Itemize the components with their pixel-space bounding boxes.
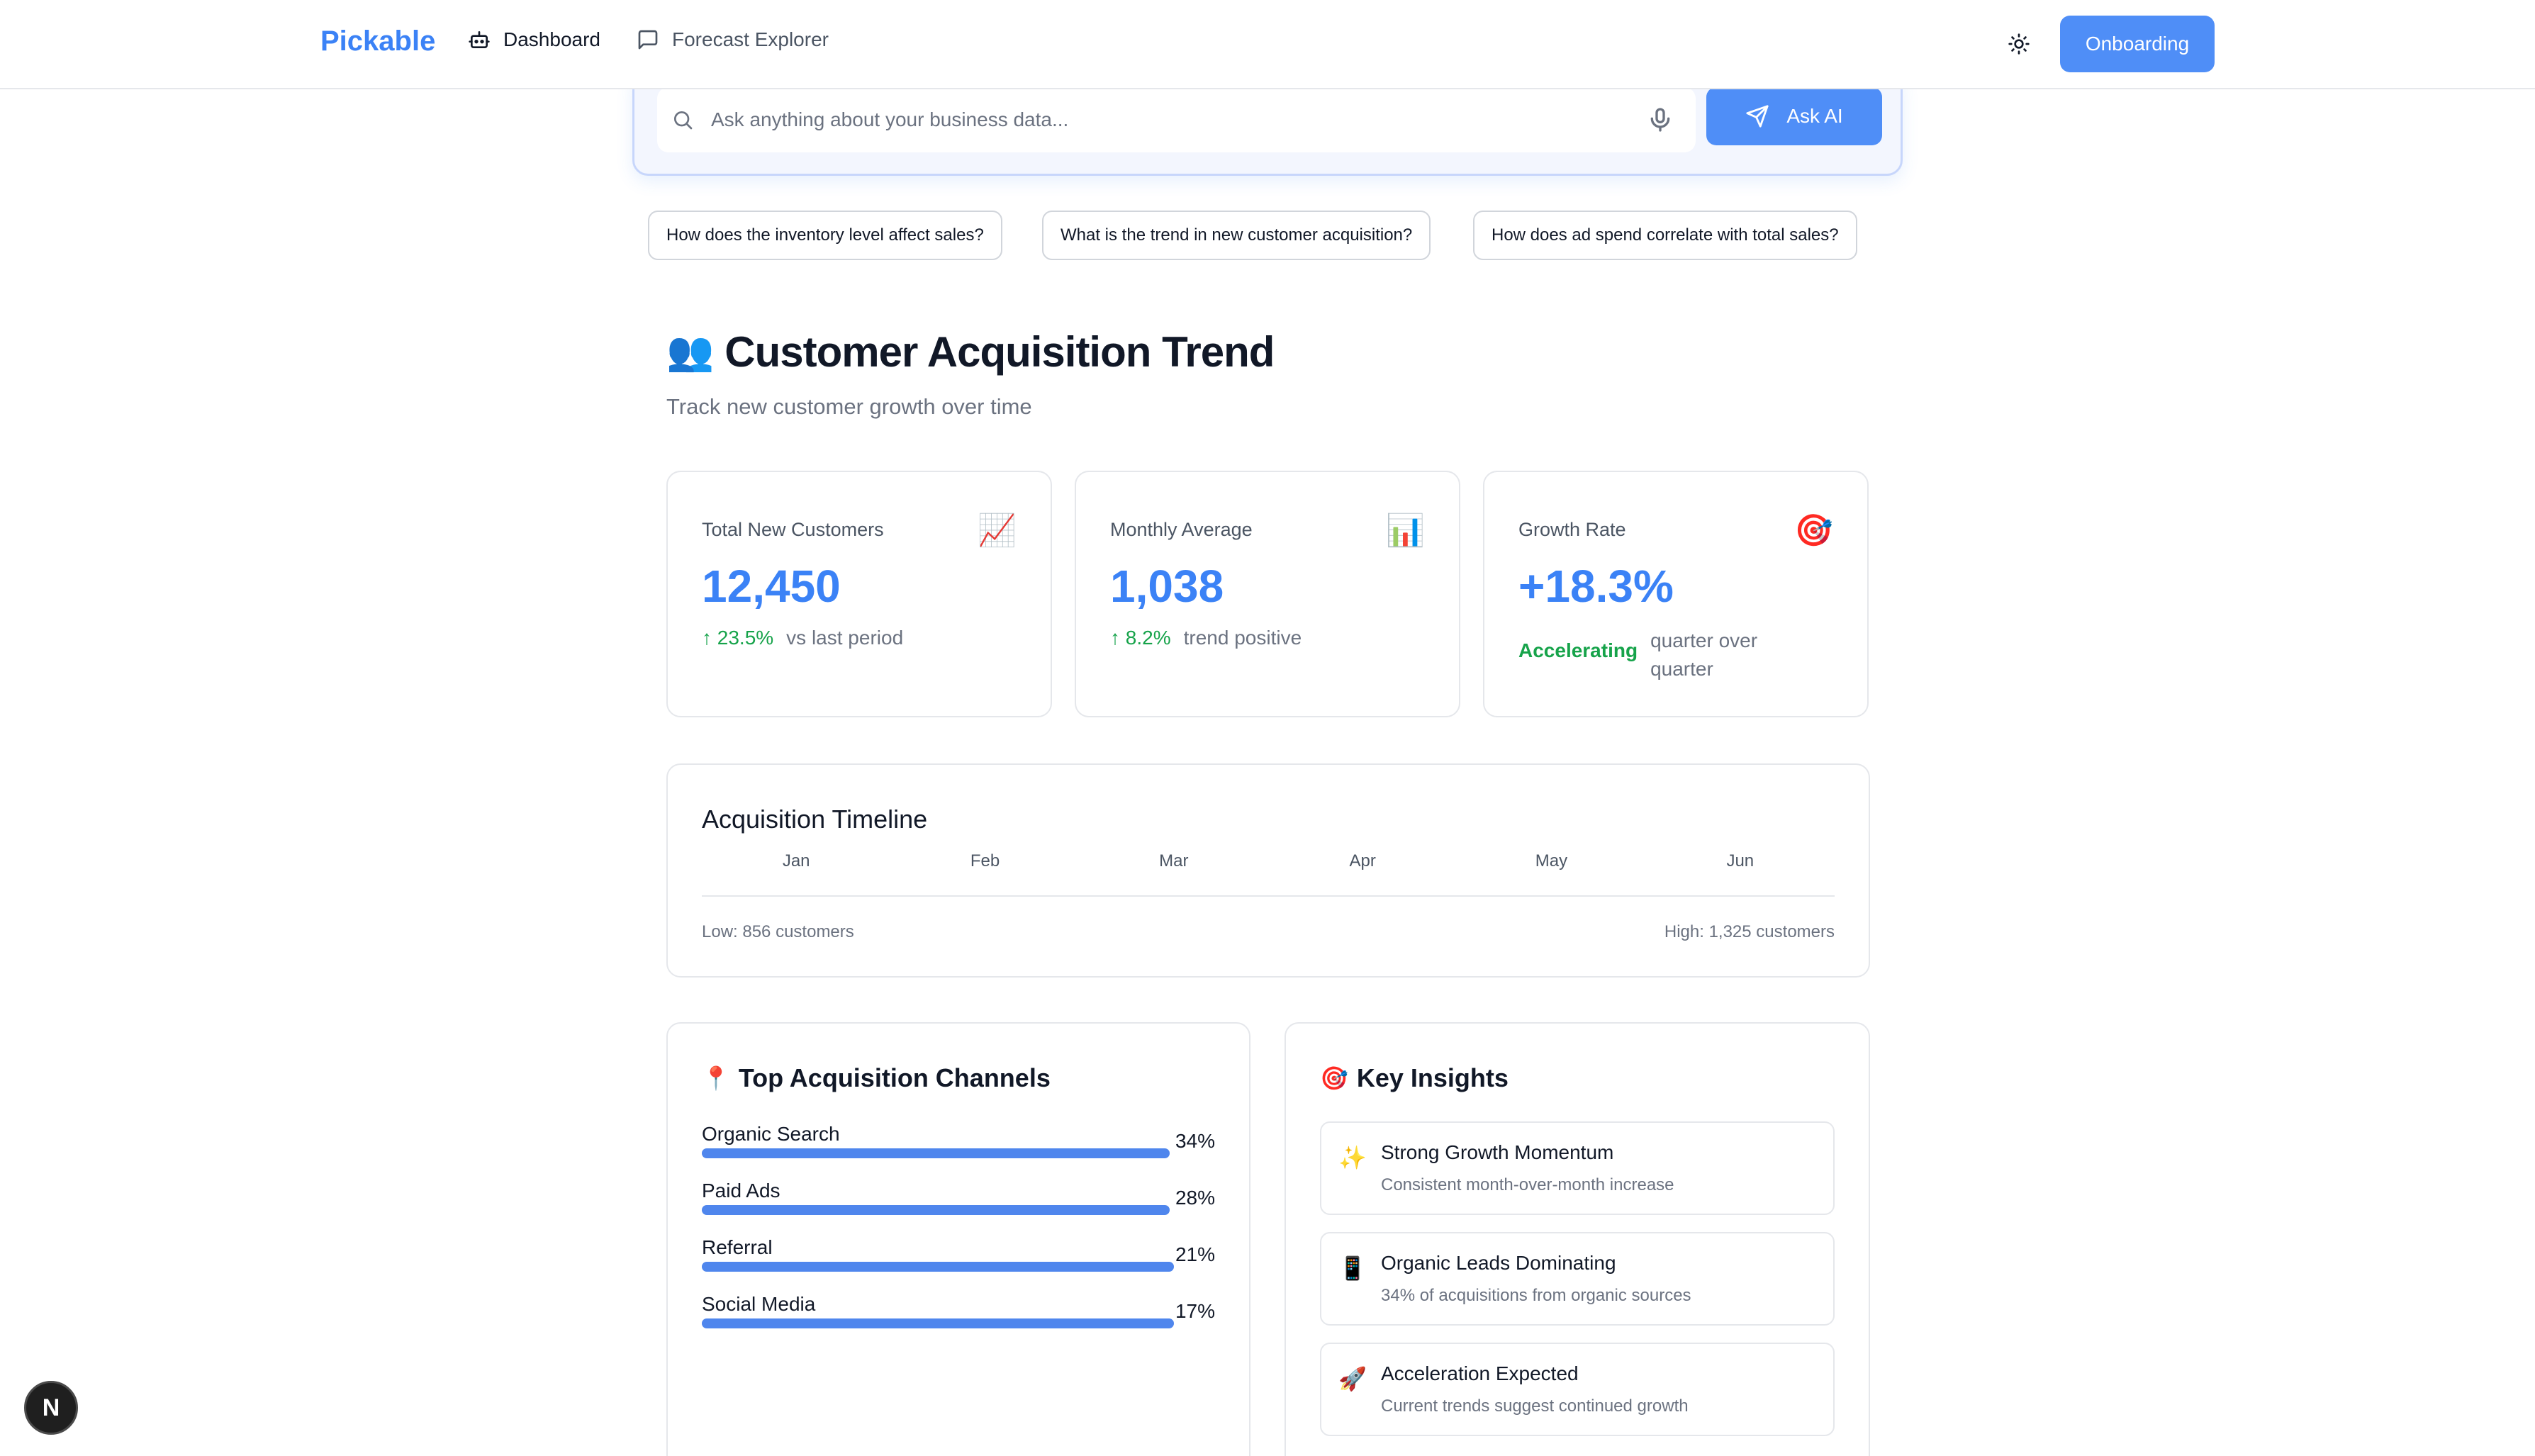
insights-heading: 🎯 Key Insights [1320, 1063, 1509, 1093]
timeline-high: High: 1,325 customers [1664, 922, 1835, 941]
channel-row: Social Media 17% [702, 1293, 1215, 1343]
ask-ai-label: Ask AI [1786, 105, 1843, 127]
stat-delta: ↑ 23.5% [702, 627, 774, 649]
search-input[interactable] [711, 108, 1646, 131]
stat-note: vs last period [786, 627, 904, 649]
insight-description: Current trends suggest continued growth [1381, 1396, 1689, 1416]
channel-percent: 28% [1175, 1187, 1215, 1209]
month-label: Apr [1349, 851, 1376, 870]
stat-card-total-new-customers: Total New Customers 📈 12,450 ↑ 23.5% vs … [666, 471, 1052, 717]
stat-label: Growth Rate [1518, 519, 1626, 540]
month-label: May [1535, 851, 1568, 870]
channels-heading: 📍 Top Acquisition Channels [702, 1063, 1051, 1093]
send-icon [1746, 105, 1769, 128]
channel-percent: 21% [1175, 1243, 1215, 1265]
channel-name: Organic Search [702, 1123, 840, 1145]
insight-description: Consistent month-over-month increase [1381, 1175, 1674, 1194]
channel-row: Organic Search 34% [702, 1123, 1215, 1172]
top-channels-card: 📍 Top Acquisition Channels Organic Searc… [666, 1022, 1250, 1456]
channel-name: Paid Ads [702, 1180, 780, 1202]
theme-toggle-button[interactable] [2005, 30, 2033, 58]
insight-title: Organic Leads Dominating [1381, 1252, 1616, 1274]
timeline-months: Jan Feb Mar Apr May Jun [702, 851, 1835, 871]
top-navbar: Pickable Dashboard Forecast Explorer Onb… [0, 0, 2535, 89]
target-icon: 🎯 [1794, 513, 1833, 548]
microphone-icon[interactable] [1646, 106, 1674, 134]
channel-row: Referral 21% [702, 1236, 1215, 1286]
insight-title: Acceleration Expected [1381, 1362, 1579, 1384]
ask-ai-button[interactable]: Ask AI [1706, 87, 1882, 145]
page-title: 👥 Customer Acquisition Trend [666, 327, 1275, 376]
rocket-icon: 🚀 [1338, 1366, 1367, 1391]
stat-note: trend positive [1183, 627, 1302, 649]
search-box [657, 87, 1696, 152]
chart-increasing-icon: 📈 [978, 513, 1017, 548]
pin-icon: 📍 [702, 1065, 730, 1091]
sun-icon [2008, 33, 2030, 55]
suggestion-chip[interactable]: How does ad spend correlate with total s… [1473, 211, 1857, 260]
channel-bar [702, 1148, 1170, 1158]
stat-value: 12,450 [702, 561, 841, 612]
mobile-phone-icon: 📱 [1338, 1255, 1367, 1281]
stat-value: +18.3% [1518, 561, 1674, 612]
timeline-low: Low: 856 customers [702, 922, 854, 941]
suggestion-chip[interactable]: How does the inventory level affect sale… [648, 211, 1002, 260]
message-square-icon [638, 30, 658, 50]
stat-footer: ↑ 8.2% trend positive [1110, 627, 1302, 649]
suggestion-chip[interactable]: What is the trend in new customer acquis… [1042, 211, 1431, 260]
people-icon: 👥 [666, 330, 714, 373]
page-title-text: Customer Acquisition Trend [724, 328, 1275, 376]
insight-item: 🚀 Acceleration Expected Current trends s… [1320, 1343, 1835, 1436]
stat-label: Monthly Average [1110, 519, 1253, 540]
channel-name: Referral [702, 1236, 773, 1258]
insight-item: 📱 Organic Leads Dominating 34% of acquis… [1320, 1232, 1835, 1326]
channels-title: Top Acquisition Channels [738, 1063, 1051, 1092]
nav-forecast-label: Forecast Explorer [672, 28, 829, 50]
stat-note: quarter over quarter [1650, 629, 1758, 680]
bar-chart-icon: 📊 [1386, 513, 1425, 548]
stat-delta: Accelerating [1518, 639, 1638, 661]
brand-logo[interactable]: Pickable [320, 26, 436, 57]
nav-forecast-explorer[interactable]: Forecast Explorer [637, 28, 829, 51]
month-label: Feb [970, 851, 1000, 870]
stat-label: Total New Customers [702, 519, 884, 540]
bot-icon [469, 31, 490, 48]
key-insights-card: 🎯 Key Insights ✨ Strong Growth Momentum … [1285, 1022, 1870, 1456]
stat-footer: Accelerating quarter over quarter [1518, 627, 1845, 683]
page-subtitle: Track new customer growth over time [666, 394, 1032, 419]
channel-name: Social Media [702, 1293, 816, 1315]
nav-dashboard-label: Dashboard [503, 28, 600, 50]
nextjs-dev-badge[interactable]: N [24, 1381, 78, 1435]
stat-delta: ↑ 8.2% [1110, 627, 1171, 649]
month-label: Jan [782, 851, 810, 870]
channel-percent: 17% [1175, 1300, 1215, 1322]
insight-title: Strong Growth Momentum [1381, 1141, 1614, 1163]
search-icon [674, 111, 693, 130]
channel-bar [702, 1262, 1174, 1272]
stat-value: 1,038 [1110, 561, 1224, 612]
timeline-divider [702, 895, 1835, 897]
month-label: Jun [1726, 851, 1755, 870]
insights-title: Key Insights [1356, 1063, 1509, 1092]
channel-row: Paid Ads 28% [702, 1180, 1215, 1229]
insight-description: 34% of acquisitions from organic sources [1381, 1286, 1691, 1305]
target-icon: 🎯 [1320, 1065, 1348, 1091]
stat-card-growth-rate: Growth Rate 🎯 +18.3% Accelerating quarte… [1483, 471, 1869, 717]
channel-percent: 34% [1175, 1130, 1215, 1152]
month-label: Mar [1159, 851, 1189, 870]
sparkles-icon: ✨ [1338, 1145, 1367, 1170]
channel-bar [702, 1205, 1170, 1215]
stat-footer: ↑ 23.5% vs last period [702, 627, 903, 649]
insight-item: ✨ Strong Growth Momentum Consistent mont… [1320, 1121, 1835, 1215]
acquisition-timeline-card: Acquisition Timeline Jan Feb Mar Apr May… [666, 763, 1870, 978]
nav-dashboard[interactable]: Dashboard [468, 28, 600, 51]
onboarding-button[interactable]: Onboarding [2060, 16, 2215, 72]
channel-bar [702, 1318, 1174, 1328]
timeline-title: Acquisition Timeline [702, 805, 928, 834]
stat-card-monthly-average: Monthly Average 📊 1,038 ↑ 8.2% trend pos… [1075, 471, 1460, 717]
